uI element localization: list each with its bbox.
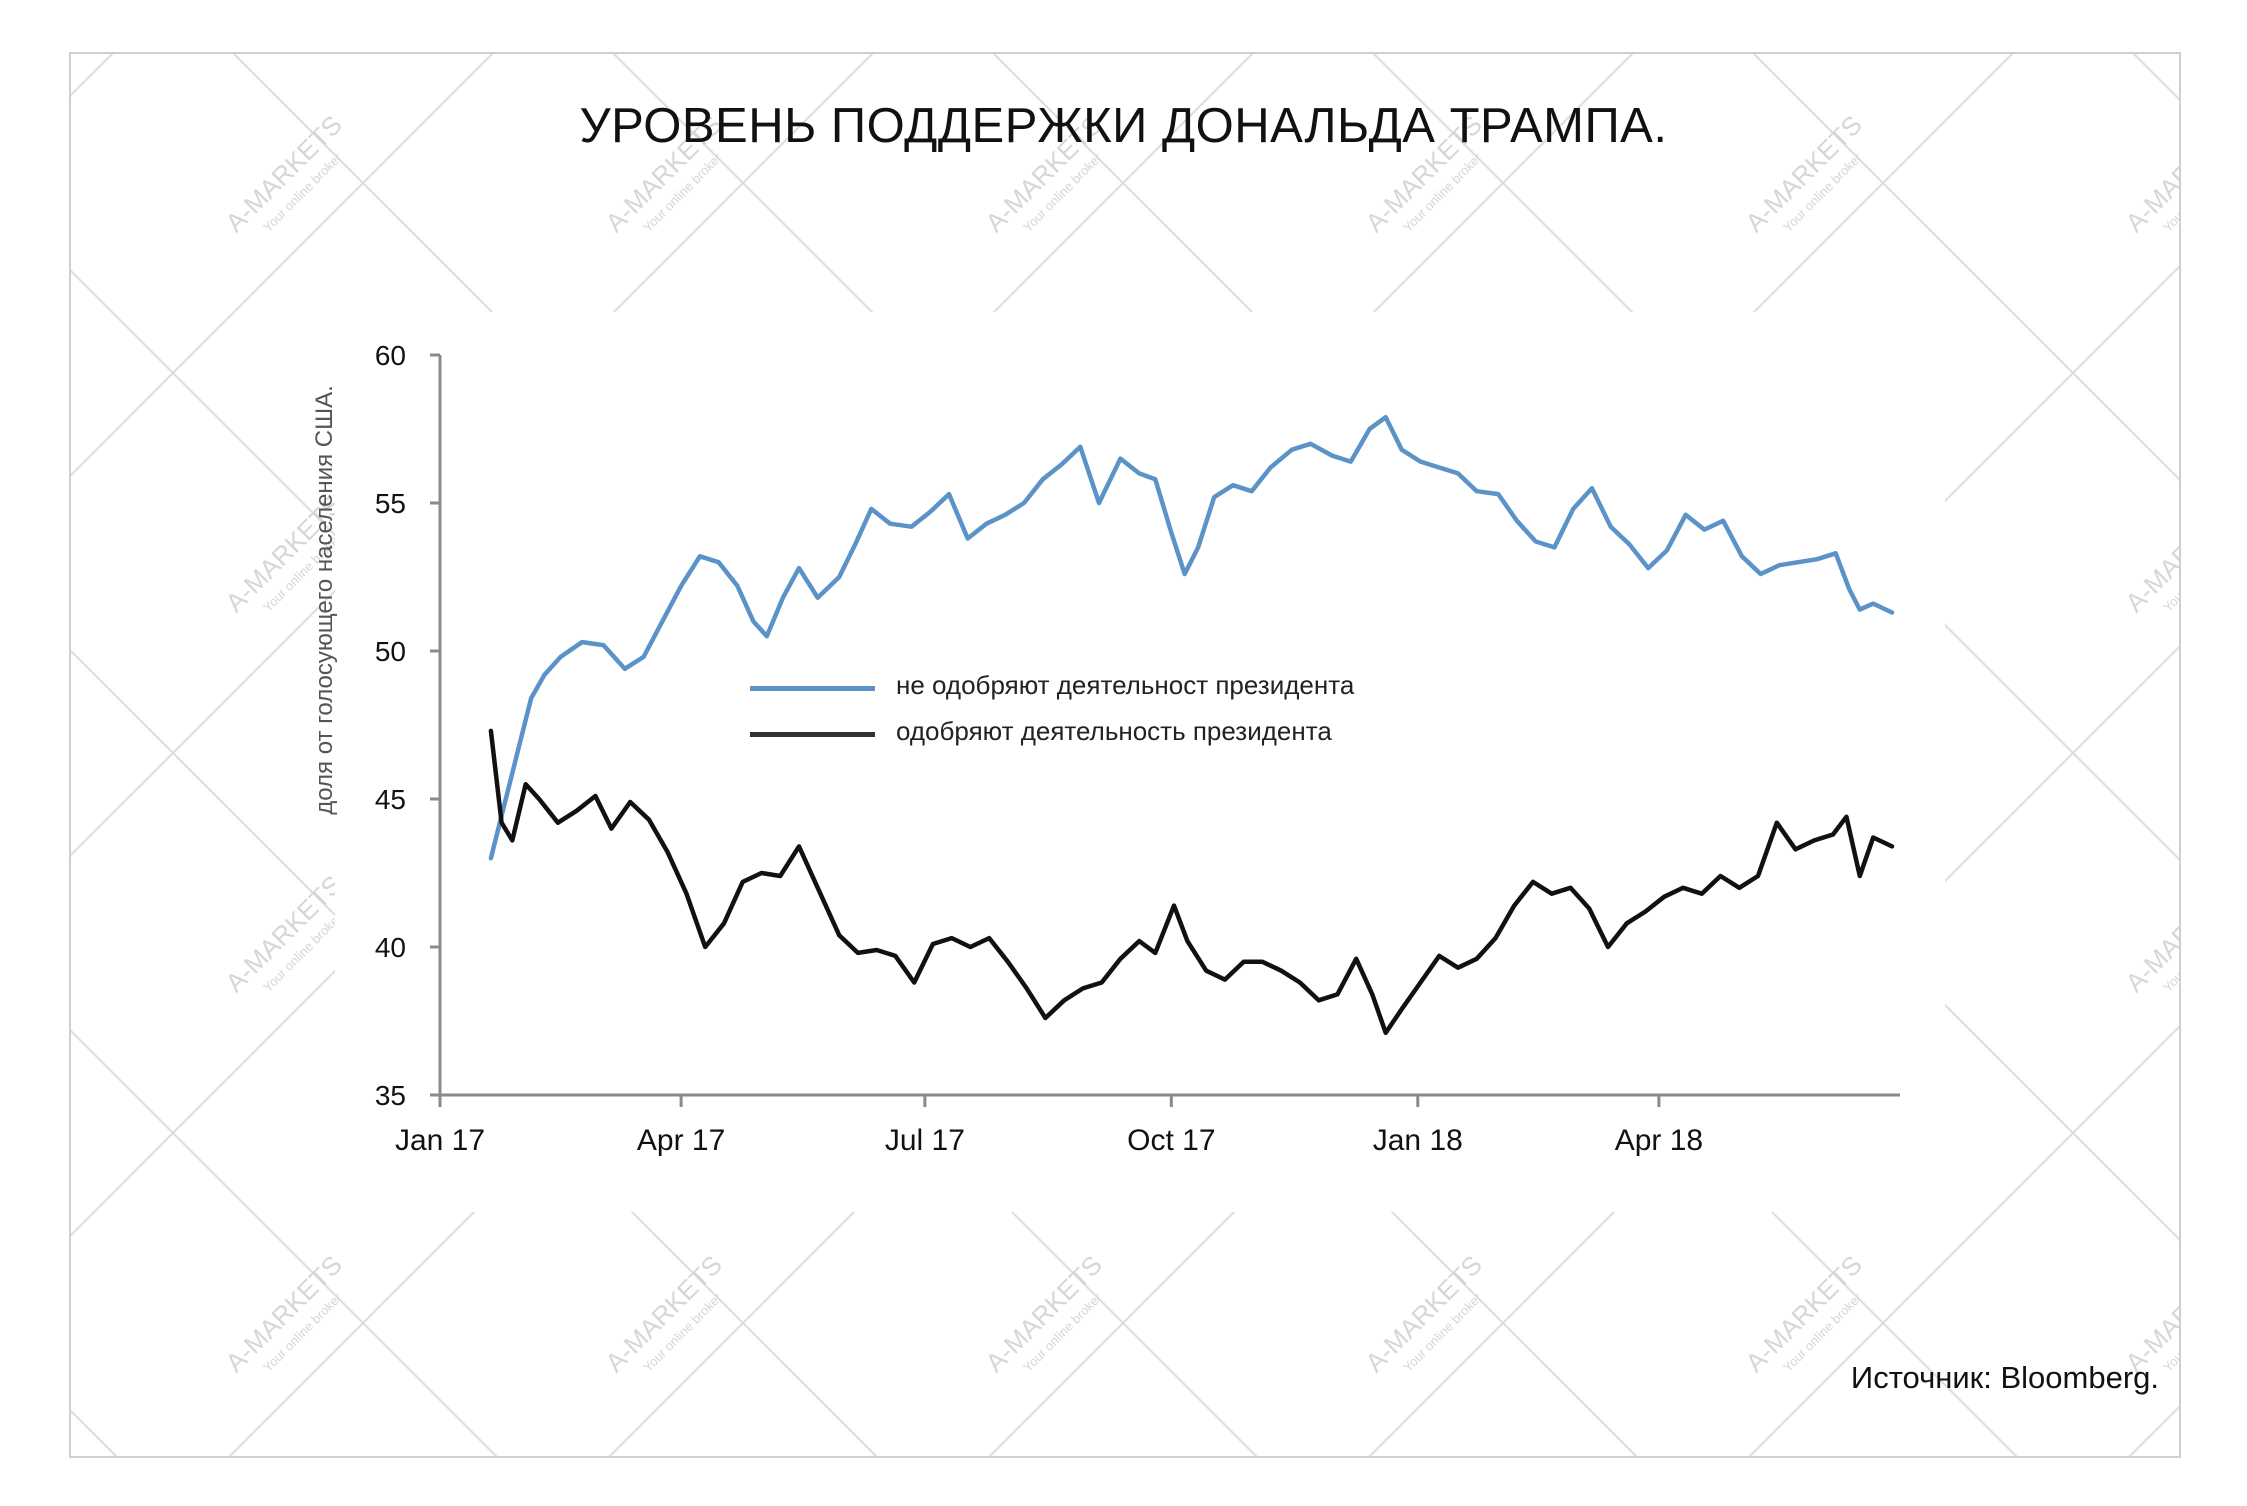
legend-swatch-approve bbox=[750, 732, 875, 737]
watermark-line bbox=[71, 54, 874, 857]
y-axis-label: доля от голосующего населения США. bbox=[311, 385, 338, 815]
watermark-line bbox=[71, 54, 494, 477]
x-tick-label: Jan 17 bbox=[395, 1124, 485, 1157]
y-tick-label: 55 bbox=[375, 488, 406, 519]
source-note: Источник: Bloomberg. bbox=[1850, 1360, 2159, 1395]
x-tick-label: Apr 17 bbox=[637, 1124, 725, 1157]
disapprove-series-line bbox=[488, 414, 1895, 861]
x-tick-label: Apr 18 bbox=[1615, 1124, 1703, 1157]
legend-swatch-disapprove bbox=[750, 686, 875, 691]
watermark-line bbox=[1368, 645, 2179, 1456]
y-tick-label: 45 bbox=[375, 784, 406, 815]
x-tick-label: Oct 17 bbox=[1127, 1124, 1215, 1157]
watermark-line bbox=[1748, 1025, 2179, 1456]
page-title: УРОВЕНЬ ПОДДЕРЖКИ ДОНАЛЬДА ТРАМПА. bbox=[579, 99, 1668, 153]
x-tick-label: Jan 18 bbox=[1373, 1124, 1463, 1157]
legend-label-disapprove: не одобряют деятельност президента bbox=[896, 670, 1355, 700]
plot-background bbox=[335, 312, 1945, 1212]
y-tick-label: 50 bbox=[375, 636, 406, 667]
y-tick-label: 40 bbox=[375, 932, 406, 963]
watermark-line bbox=[71, 1029, 498, 1456]
y-tick-label: 60 bbox=[375, 340, 406, 371]
y-tick-label: 35 bbox=[375, 1080, 406, 1111]
x-tick-label: Jul 17 bbox=[885, 1124, 965, 1157]
approve-series-line bbox=[488, 728, 1895, 1036]
legend-label-approve: одобряют деятельность президента bbox=[896, 716, 1332, 746]
watermark-line bbox=[1752, 54, 2179, 481]
